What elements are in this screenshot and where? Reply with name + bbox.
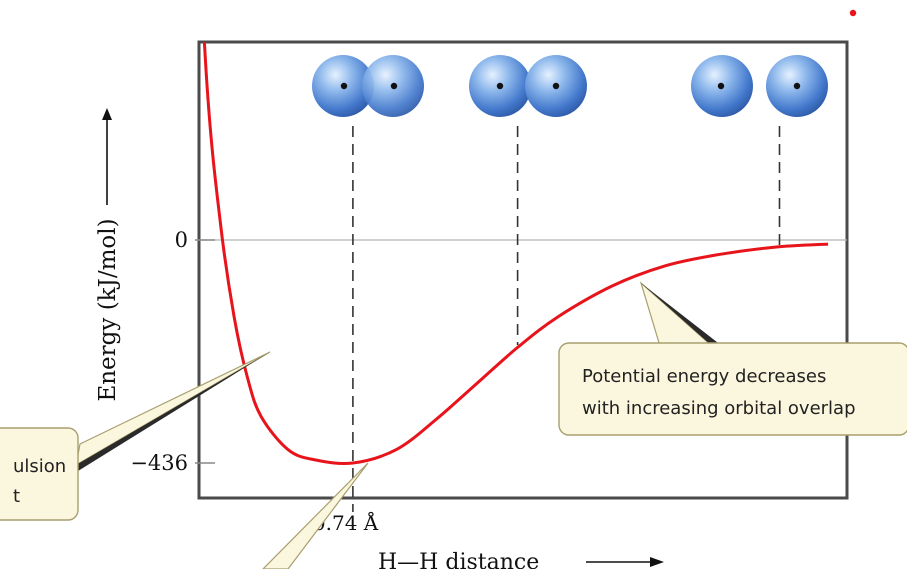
energy-curve bbox=[202, 42, 829, 466]
y-axis-title: Energy (kJ/mol) bbox=[95, 108, 121, 402]
repulsion-callout: ulsion t bbox=[0, 351, 271, 521]
nucleus-dot bbox=[340, 82, 348, 90]
nucleus-dot bbox=[390, 82, 398, 90]
plot-frame bbox=[197, 40, 849, 500]
nucleus-dot bbox=[496, 82, 504, 90]
x-axis-title: H—H distance bbox=[378, 550, 664, 569]
overlap-callout-box bbox=[558, 342, 907, 436]
atom-pair-separated bbox=[691, 55, 828, 117]
overlap-callout-line1: Potential energy decreases bbox=[582, 366, 826, 387]
atom-pair-touching bbox=[469, 55, 587, 117]
pointer-shadow bbox=[641, 283, 722, 346]
y-tick-label: 0 bbox=[175, 228, 188, 252]
x-axis-label: H—H distance bbox=[378, 550, 539, 569]
y-axis-label: Energy (kJ/mol) bbox=[95, 218, 121, 401]
corner-mark bbox=[849, 9, 857, 17]
y-tick-label: −436 bbox=[130, 451, 188, 475]
repulsion-callout-line1: ulsion bbox=[13, 456, 66, 477]
y-axis-arrowhead bbox=[102, 108, 112, 120]
atom-pair-bonded bbox=[312, 55, 424, 117]
repulsion-callout-line2: t bbox=[13, 486, 20, 507]
overlap-callout-line2: with increasing orbital overlap bbox=[582, 398, 856, 419]
nucleus-dot bbox=[793, 82, 801, 90]
minimum-callout-pointer bbox=[262, 462, 369, 569]
y-ticks: 0 −436 bbox=[130, 228, 215, 475]
nucleus-dot bbox=[717, 82, 725, 90]
overlap-callout: Potential energy decreases with increasi… bbox=[558, 281, 907, 436]
repulsion-callout-box bbox=[0, 427, 79, 521]
pointer-shadow bbox=[70, 352, 270, 476]
dashed-markers bbox=[352, 126, 781, 512]
x-axis-arrowhead bbox=[650, 557, 664, 567]
nucleus-dot bbox=[552, 82, 560, 90]
